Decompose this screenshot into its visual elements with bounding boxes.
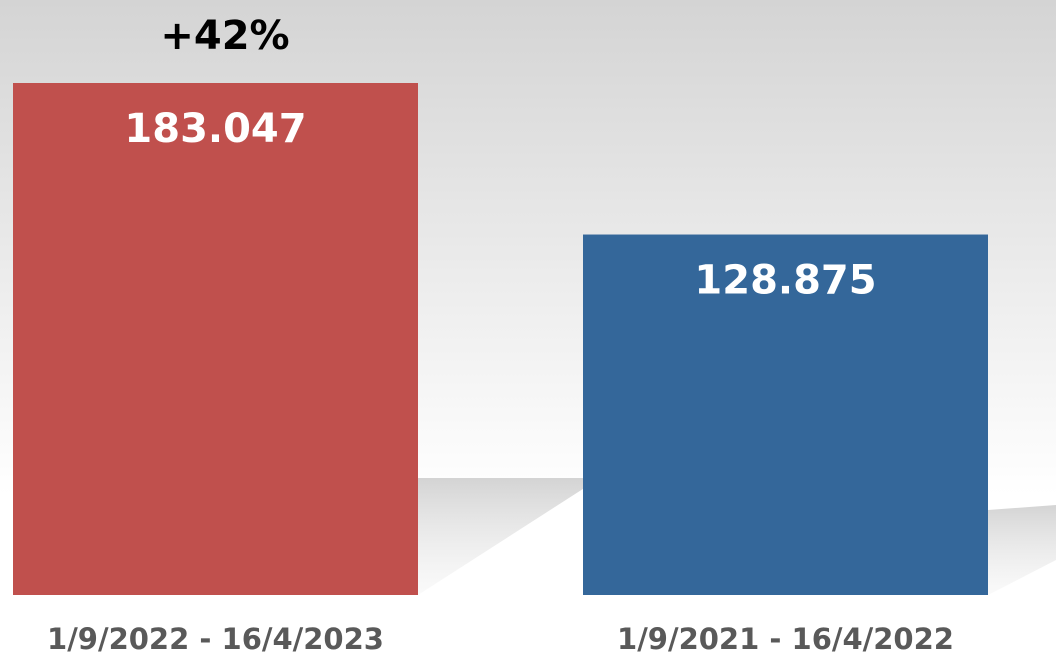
x-tick-label: 1/9/2021 - 16/4/2022 [617, 622, 954, 656]
bar [13, 83, 418, 595]
value-label: 183.047 [124, 106, 306, 152]
x-tick-label: 1/9/2022 - 16/4/2023 [47, 622, 384, 656]
bar [583, 234, 988, 595]
shadow [418, 478, 600, 595]
shadow [988, 505, 1056, 595]
value-label: 128.875 [694, 258, 876, 304]
annotation: +42% [160, 13, 289, 59]
